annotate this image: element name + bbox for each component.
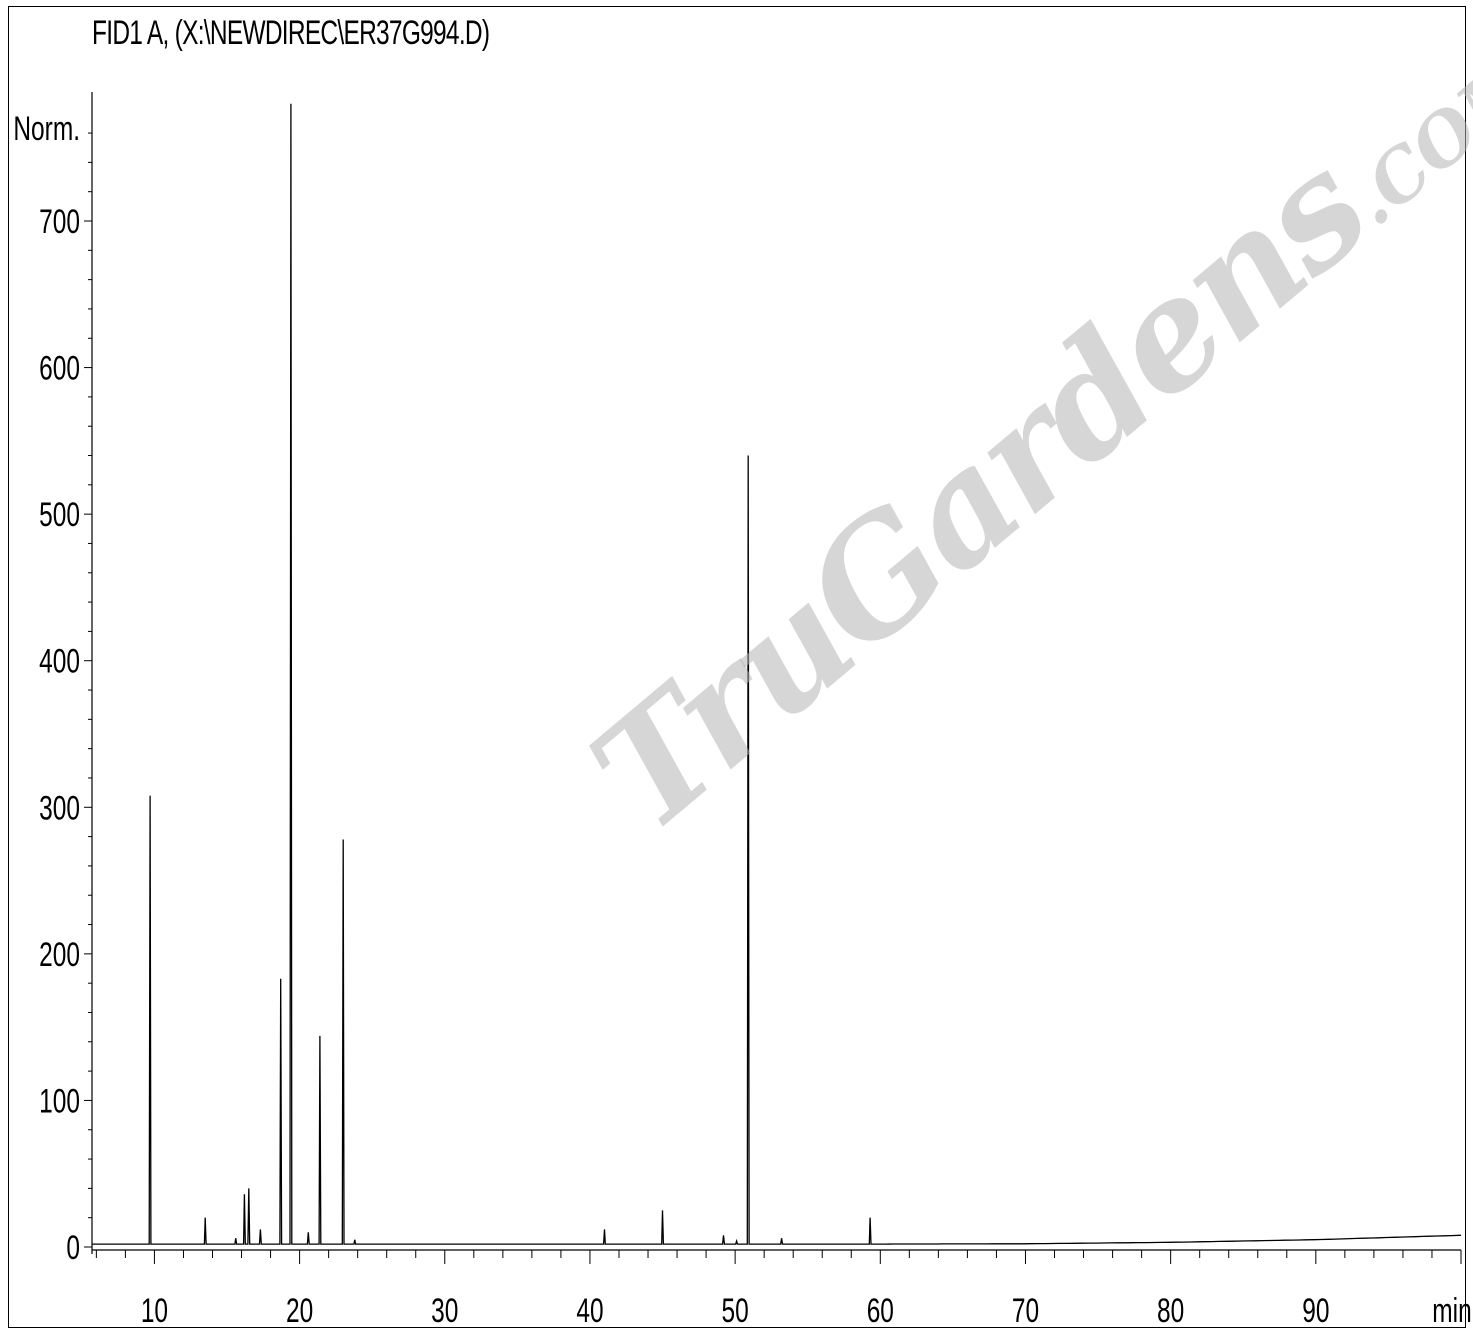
y-axis-label: Norm.: [13, 110, 80, 148]
x-tick-label: 90: [1302, 1292, 1329, 1330]
x-tick-label: 60: [867, 1292, 894, 1330]
y-tick-label: 700: [39, 203, 80, 241]
y-tick-label: 300: [39, 789, 80, 827]
x-axis-label: min: [1432, 1292, 1471, 1330]
y-tick-label: 100: [39, 1083, 80, 1121]
x-tick-label: 10: [141, 1292, 168, 1330]
y-tick-label: 500: [39, 496, 80, 534]
y-tick-label: 400: [39, 643, 80, 681]
x-tick-label: 40: [576, 1292, 603, 1330]
chart-title: FID1 A, (X:\NEWDIREC\ER37G994.D): [92, 14, 490, 52]
signal-trace: [92, 103, 1461, 1245]
x-tick-label: 30: [431, 1292, 458, 1330]
signal-trace-group: [92, 103, 1461, 1245]
axis-labels: 0 100 200 300 400 500 600 700 Norm. 10 20 30 40 50 60 7…: [13, 110, 1471, 1330]
x-tick-label: 70: [1012, 1292, 1039, 1330]
axes: [84, 92, 1462, 1264]
y-tick-label: 600: [39, 350, 80, 388]
x-tick-label: 20: [286, 1292, 313, 1330]
y-tick-label: 200: [39, 936, 80, 974]
x-tick-label: 50: [722, 1292, 749, 1330]
x-tick-label: 80: [1157, 1292, 1184, 1330]
y-tick-label: 0: [66, 1229, 80, 1267]
